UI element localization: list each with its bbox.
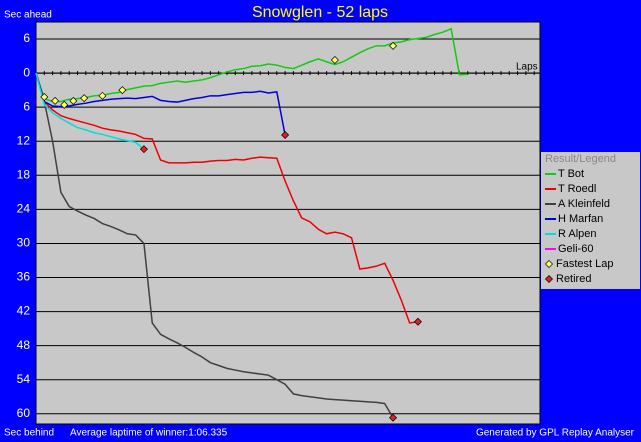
legend <box>541 152 640 289</box>
series-line <box>35 72 419 324</box>
legend-swatch <box>545 275 553 283</box>
chart-title: Snowglen - 52 laps <box>252 4 388 21</box>
legend-label: A Kleinfeld <box>558 198 610 210</box>
legend-label: Geli-60 <box>558 243 593 255</box>
series-line <box>35 27 468 103</box>
y-tick-label: 12 <box>17 133 31 147</box>
marker <box>60 100 69 109</box>
marker <box>80 94 89 103</box>
legend-label: H Marfan <box>558 213 603 225</box>
footer-left: Average laptime of winner:1:06.335 <box>70 428 228 439</box>
footer-right: Generated by GPL Replay Analyser <box>476 428 635 439</box>
series-line <box>35 72 145 150</box>
legend-label: R Alpen <box>558 228 597 240</box>
y-tick-label: 48 <box>17 338 31 352</box>
y-tick-label: 60 <box>17 406 31 420</box>
y-tick-label: 18 <box>17 167 31 181</box>
marker <box>69 96 78 105</box>
y-tick-label: 30 <box>17 236 31 250</box>
series-line <box>35 72 286 136</box>
y-tick-label: 42 <box>17 304 31 318</box>
y-tick-label: 24 <box>17 202 31 216</box>
series-line <box>35 72 394 419</box>
y-tick-label: 0 <box>23 65 30 79</box>
legend-title: Result/Legend <box>545 153 616 165</box>
legend-label: Retired <box>556 273 591 285</box>
marker <box>281 130 290 139</box>
marker <box>118 86 127 95</box>
marker <box>389 41 398 50</box>
legend-swatch <box>545 260 553 268</box>
marker <box>413 317 422 326</box>
legend-label: T Roedl <box>558 183 596 195</box>
marker <box>40 92 49 101</box>
marker <box>51 96 60 105</box>
legend-label: Fastest Lap <box>556 258 613 270</box>
marker <box>139 145 148 154</box>
legend-label: T Bot <box>558 168 584 180</box>
y-tick-label: 6 <box>23 31 30 45</box>
marker <box>389 413 398 422</box>
x-axis-label: Laps <box>516 62 538 73</box>
y-tick-label: 36 <box>17 270 31 284</box>
y-label-top: Sec ahead <box>4 10 52 21</box>
y-tick-label: 54 <box>17 372 31 386</box>
plot-area <box>35 21 541 425</box>
marker <box>330 56 339 65</box>
y-label-bottom: Sec behind <box>4 428 54 439</box>
y-tick-label: 6 <box>23 99 30 113</box>
marker <box>98 91 107 100</box>
